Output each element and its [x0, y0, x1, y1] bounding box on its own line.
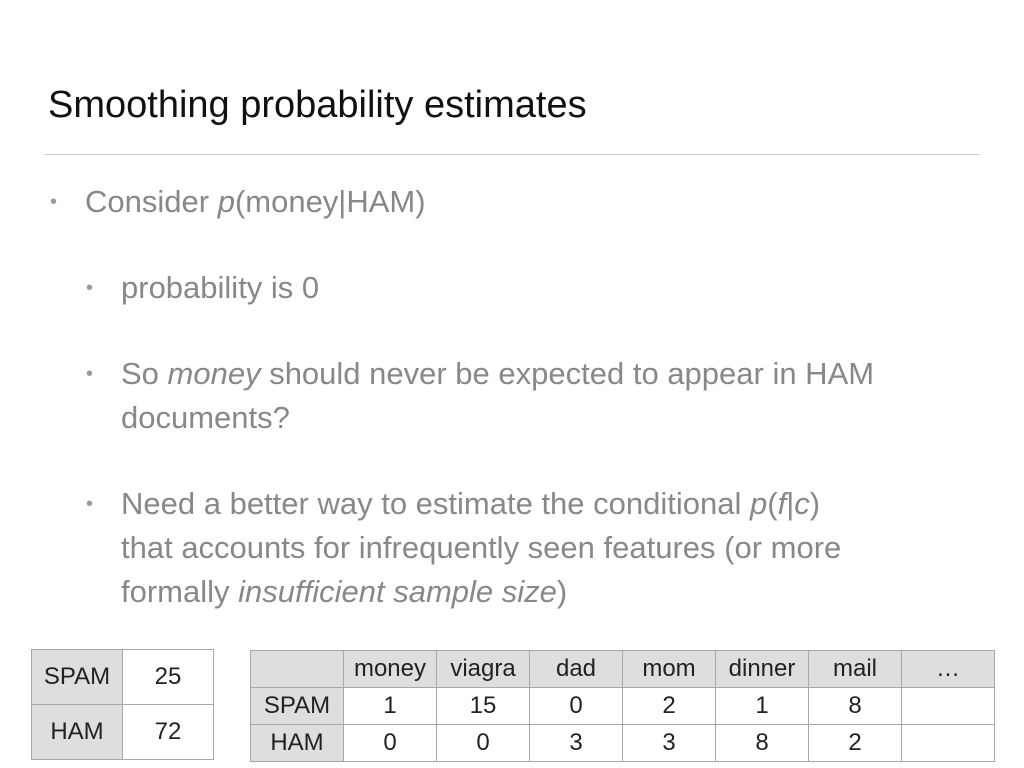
header-cell-mom: mom: [622, 650, 716, 688]
row-label-ham: HAM: [31, 704, 123, 760]
bullet-4-italic-f: f: [777, 486, 787, 521]
table-cell: 8: [808, 687, 902, 725]
header-cell-mail: mail: [808, 650, 902, 688]
bullet-better-estimate-line2: that accounts for infrequently seen feat…: [121, 530, 842, 565]
table-cell: 0: [436, 724, 530, 762]
header-cell-ellipsis: …: [901, 650, 995, 688]
table-cell: 1: [343, 687, 437, 725]
header-cell-dinner: dinner: [715, 650, 809, 688]
bullet-3-italic-money: money: [167, 356, 261, 391]
table-row: HAM 0 0 3 3 8 2: [250, 724, 995, 762]
table-row: HAM 72: [31, 704, 214, 760]
bullet-3-text-post: should never be expected to appear in HA…: [260, 356, 875, 391]
table-row: SPAM 1 15 0 2 1 8: [250, 687, 995, 725]
bullet-4-line3-pre: formally: [121, 574, 239, 609]
table-cell: 2: [622, 687, 716, 725]
count-ham: 72: [122, 704, 214, 760]
title-divider: [44, 154, 980, 155]
word-frequency-table: money viagra dad mom dinner mail … SPAM …: [250, 650, 995, 762]
header-cell-corner: [250, 650, 344, 688]
bullet-4-italic-sample-size: insufficient sample size: [238, 574, 557, 609]
row-label-ham: HAM: [250, 724, 344, 762]
bullet-better-estimate-line3: formally insufficient sample size): [121, 570, 567, 614]
table-cell: 0: [343, 724, 437, 762]
header-cell-dad: dad: [529, 650, 623, 688]
bullet-better-estimate-line1: Need a better way to estimate the condit…: [121, 482, 820, 526]
table-cell: 15: [436, 687, 530, 725]
table-cell: 2: [808, 724, 902, 762]
bullet-1-italic-p: p: [217, 184, 235, 219]
table-header-row: money viagra dad mom dinner mail …: [250, 650, 995, 688]
bullet-4-bar: |: [786, 486, 795, 521]
bullet-dot-3: •: [86, 363, 94, 385]
table-cell: 0: [529, 687, 623, 725]
table-cell: [901, 687, 995, 725]
row-label-spam: SPAM: [250, 687, 344, 725]
class-count-table: SPAM 25 HAM 72: [31, 649, 214, 760]
bullet-4-line3-post: ): [556, 574, 568, 609]
header-cell-viagra: viagra: [436, 650, 530, 688]
table-cell: 3: [529, 724, 623, 762]
header-cell-money: money: [343, 650, 437, 688]
table-row: SPAM 25: [31, 649, 214, 705]
bullet-4-italic-p: p: [749, 486, 768, 521]
table-cell: [901, 724, 995, 762]
row-label-spam: SPAM: [31, 649, 123, 705]
bullet-money-ham-line2: documents?: [121, 400, 290, 435]
bullet-dot-2: •: [86, 277, 94, 299]
count-spam: 25: [122, 649, 214, 705]
bullet-probability-zero: probability is 0: [121, 270, 320, 305]
bullet-1-text-pre: Consider: [85, 184, 218, 219]
bullet-dot-1: •: [50, 191, 58, 213]
slide-title: Smoothing probability estimates: [48, 84, 587, 126]
bullet-4-close-paren: ): [809, 486, 821, 521]
bullet-money-ham-line1: So money should never be expected to app…: [121, 352, 874, 396]
bullet-consider: Consider p(money|HAM): [85, 180, 426, 224]
bullet-dot-4: •: [86, 493, 94, 515]
bullet-3-text-pre: So: [121, 356, 168, 391]
bullet-4-text-pre: Need a better way to estimate the condit…: [121, 486, 750, 521]
bullet-4-italic-c: c: [794, 486, 810, 521]
table-cell: 8: [715, 724, 809, 762]
table-cell: 3: [622, 724, 716, 762]
bullet-4-open-paren: (: [767, 486, 778, 521]
bullet-1-text-post: (money|HAM): [234, 184, 426, 219]
table-cell: 1: [715, 687, 809, 725]
